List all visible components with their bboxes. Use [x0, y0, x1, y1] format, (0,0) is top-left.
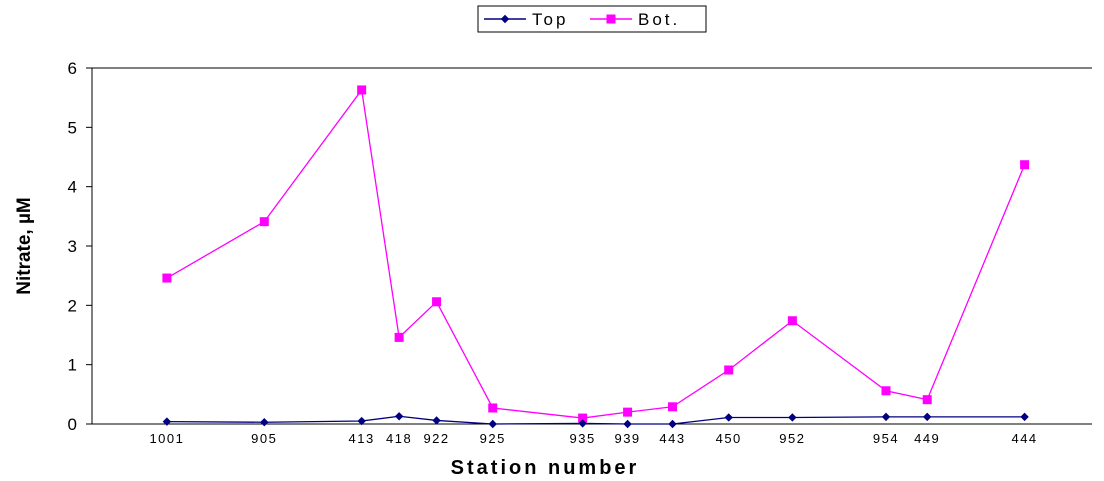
data-point-top: [724, 413, 733, 422]
x-tick-label: 905: [251, 431, 277, 446]
data-point-top: [162, 417, 172, 426]
data-point-bot: [922, 395, 932, 405]
data-point-top: [260, 418, 269, 427]
x-tick-label: 418: [386, 431, 412, 446]
data-series: [162, 85, 1030, 429]
data-point-bot: [668, 402, 678, 412]
x-tick-label: 413: [349, 431, 375, 446]
legend: Top Bot.: [477, 5, 707, 33]
axes: [86, 67, 1092, 425]
data-point-top: [623, 419, 632, 429]
y-tick-label: 6: [68, 59, 77, 78]
y-axis-title: Nitrate, µM: [14, 197, 35, 295]
x-tick-labels: 1001 905 413 418 922 925 935 939 443 450 952 954 449…: [149, 431, 1037, 446]
series-bot: [162, 85, 1030, 423]
y-tick-label: 1: [68, 356, 77, 375]
x-tick-label: 449: [914, 431, 940, 446]
data-point-bot: [357, 85, 367, 95]
x-tick-label: 450: [716, 431, 742, 446]
x-tick-label: 922: [423, 431, 449, 446]
legend-items: Top Bot.: [484, 10, 680, 29]
data-point-bot: [488, 403, 498, 413]
legend-label-bot: Bot.: [638, 10, 680, 29]
legend-marker-bot: [606, 14, 616, 24]
data-point-bot: [162, 273, 172, 283]
data-point-bot: [1020, 160, 1030, 170]
data-point-top: [432, 416, 441, 425]
data-point-bot: [724, 365, 734, 375]
x-axis-title: Station number: [451, 457, 640, 479]
data-point-bot: [578, 413, 588, 423]
y-tick-labels: 0 1 2 3 4 5 6: [68, 59, 77, 434]
series-top: [162, 412, 1029, 429]
data-point-top: [668, 419, 677, 429]
y-tick-label: 3: [68, 237, 77, 256]
y-tick-label: 0: [68, 415, 77, 434]
x-tick-label: 1001: [149, 431, 184, 446]
data-point-top: [881, 412, 891, 422]
data-point-bot: [881, 386, 891, 396]
data-point-top: [1020, 412, 1029, 422]
data-point-top: [923, 412, 932, 422]
legend-label-top: Top: [532, 10, 568, 29]
x-tick-label: 935: [570, 431, 596, 446]
data-point-top: [488, 419, 497, 429]
data-point-top: [788, 413, 797, 422]
x-tick-label: 925: [480, 431, 506, 446]
data-point-top: [578, 419, 587, 428]
data-point-bot: [432, 297, 442, 307]
data-point-bot: [259, 217, 269, 227]
legend-marker-top: [500, 14, 510, 24]
x-tick-label: 939: [614, 431, 640, 446]
data-point-top: [394, 412, 404, 421]
x-tick-label: 443: [659, 431, 685, 446]
data-point-top: [357, 416, 366, 426]
y-tick-label: 4: [68, 178, 77, 197]
data-point-bot: [623, 407, 633, 417]
series-line-bot: [166, 88, 1026, 419]
x-tick-label: 444: [1011, 431, 1037, 446]
series-line-top: [166, 415, 1025, 425]
x-tick-label: 954: [873, 431, 899, 446]
data-point-bot: [394, 332, 404, 342]
y-tick-label: 5: [68, 118, 77, 137]
x-tick-label: 952: [779, 431, 805, 446]
data-point-bot: [787, 316, 797, 326]
y-tick-label: 2: [68, 296, 77, 315]
